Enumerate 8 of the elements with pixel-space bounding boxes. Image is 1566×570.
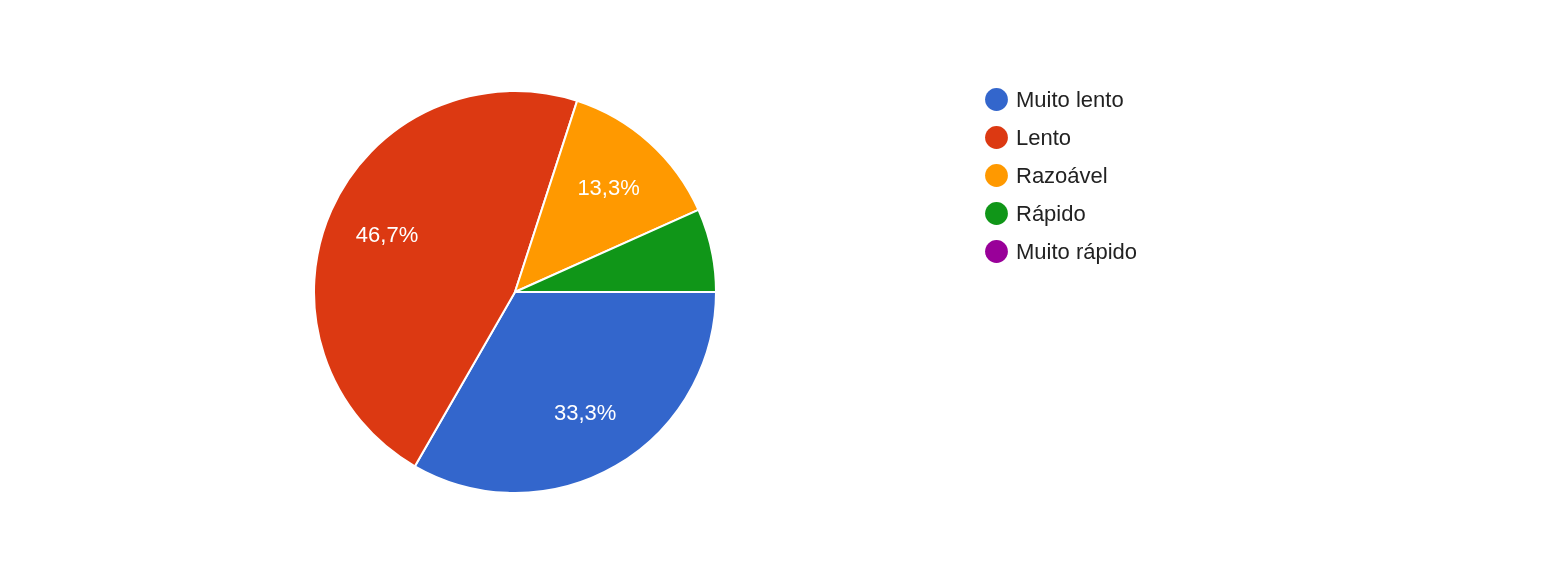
legend-label: Rápido — [1016, 200, 1086, 226]
legend-label: Muito rápido — [1016, 238, 1138, 264]
data-label: 13,3% — [577, 174, 640, 200]
legend-label: Razoável — [1016, 162, 1108, 188]
legend-label: Muito lento — [1016, 86, 1124, 112]
data-label: 33,3% — [553, 400, 617, 426]
data-label: 46,7% — [355, 222, 419, 248]
legend-label: Lento — [1016, 124, 1072, 150]
